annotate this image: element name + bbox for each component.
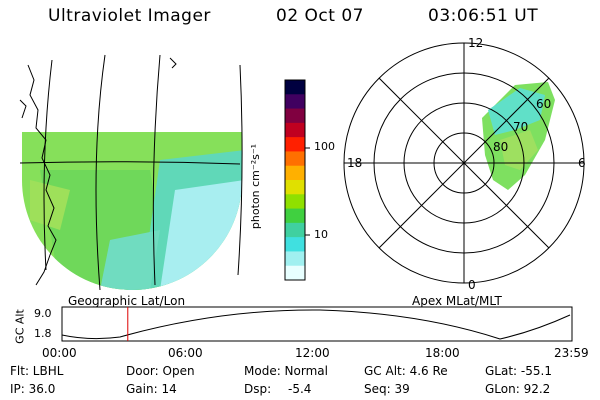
info-gain: Gain: 14: [126, 382, 177, 396]
info-ip: IP: 36.0: [10, 382, 56, 396]
colorbar-cell: [285, 222, 305, 238]
colorbar-cell: [285, 80, 305, 95]
timeline-ytick-9: 9.0: [34, 307, 52, 320]
timeline-ytick-1.8: 1.8: [34, 327, 52, 340]
colorbar-cell: [285, 94, 305, 110]
colorbar-unit: photon cm⁻²s⁻¹: [249, 143, 263, 230]
timeline-xtick-2359: 23:59: [554, 346, 589, 360]
colorbar-tick-10: 10: [314, 228, 328, 241]
colorbar-cell: [285, 165, 305, 181]
colorbar-cell: [285, 208, 305, 224]
instrument-title: Ultraviolet Imager: [48, 6, 211, 26]
timeline-xtick-0600: 06:00: [168, 346, 203, 360]
colorbar-cell: [285, 108, 305, 124]
mlt-label-0: 0: [468, 278, 476, 292]
geographic-caption: Geographic Lat/Lon: [68, 294, 186, 308]
colorbar-cell: [285, 194, 305, 210]
colorbar-cell: [285, 251, 305, 267]
coastline: [27, 64, 57, 286]
colorbar-cell: [285, 137, 305, 152]
colorbar: [284, 79, 310, 281]
timeline-xtick-0000: 00:00: [42, 346, 77, 360]
polar-plot: [343, 42, 585, 284]
colorbar-cell: [285, 151, 305, 167]
info-filter: Flt: LBHL: [10, 364, 64, 378]
mlt-label-12: 12: [468, 36, 484, 50]
info-glat: GLat: -55.1: [485, 364, 552, 378]
timeline-xtick-1800: 18:00: [425, 346, 460, 360]
info-dsp-label: Dsp:: [244, 382, 272, 396]
mlt-label-18: 18: [347, 156, 363, 170]
colorbar-cell: [285, 180, 305, 195]
polar-caption: Apex MLat/MLT: [412, 294, 502, 308]
info-gc-alt: GC Alt: 4.6 Re: [364, 364, 448, 378]
geographic-map: [19, 54, 243, 290]
info-dsp-value: -5.4: [288, 382, 312, 396]
date-label: 02 Oct 07: [276, 6, 364, 26]
time-label: 03:06:51 UT: [428, 6, 539, 26]
info-mode: Mode: Normal: [244, 364, 328, 378]
mlt-label-6: 6: [578, 156, 586, 170]
mlat-label-80: 80: [493, 140, 509, 154]
timeline-ylabel: GC Alt: [13, 309, 27, 344]
info-door: Door: Open: [126, 364, 195, 378]
timeline-xtick-1200: 12:00: [295, 346, 330, 360]
mlat-label-60: 60: [536, 97, 552, 111]
colorbar-cell: [285, 237, 305, 252]
mlat-label-70: 70: [513, 120, 529, 134]
colorbar-cell: [285, 265, 305, 281]
info-glon: GLon: 92.2: [485, 382, 551, 396]
colorbar-cell: [285, 122, 305, 138]
info-seq: Seq: 39: [364, 382, 410, 396]
colorbar-tick-100: 100: [314, 140, 335, 153]
altitude-timeline: [61, 306, 573, 342]
